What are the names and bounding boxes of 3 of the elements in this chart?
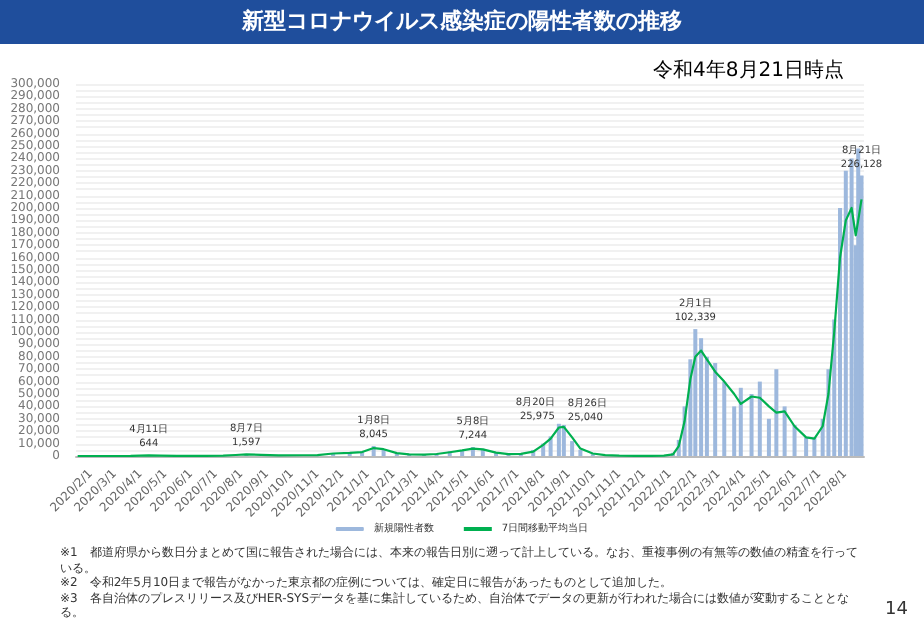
chart-subtitle: 令和4年8月21日時点 bbox=[653, 57, 844, 84]
chart-title: 新型コロナウイルス感染症の陽性者数の推移 bbox=[0, 0, 924, 44]
text: 14 bbox=[885, 600, 908, 620]
